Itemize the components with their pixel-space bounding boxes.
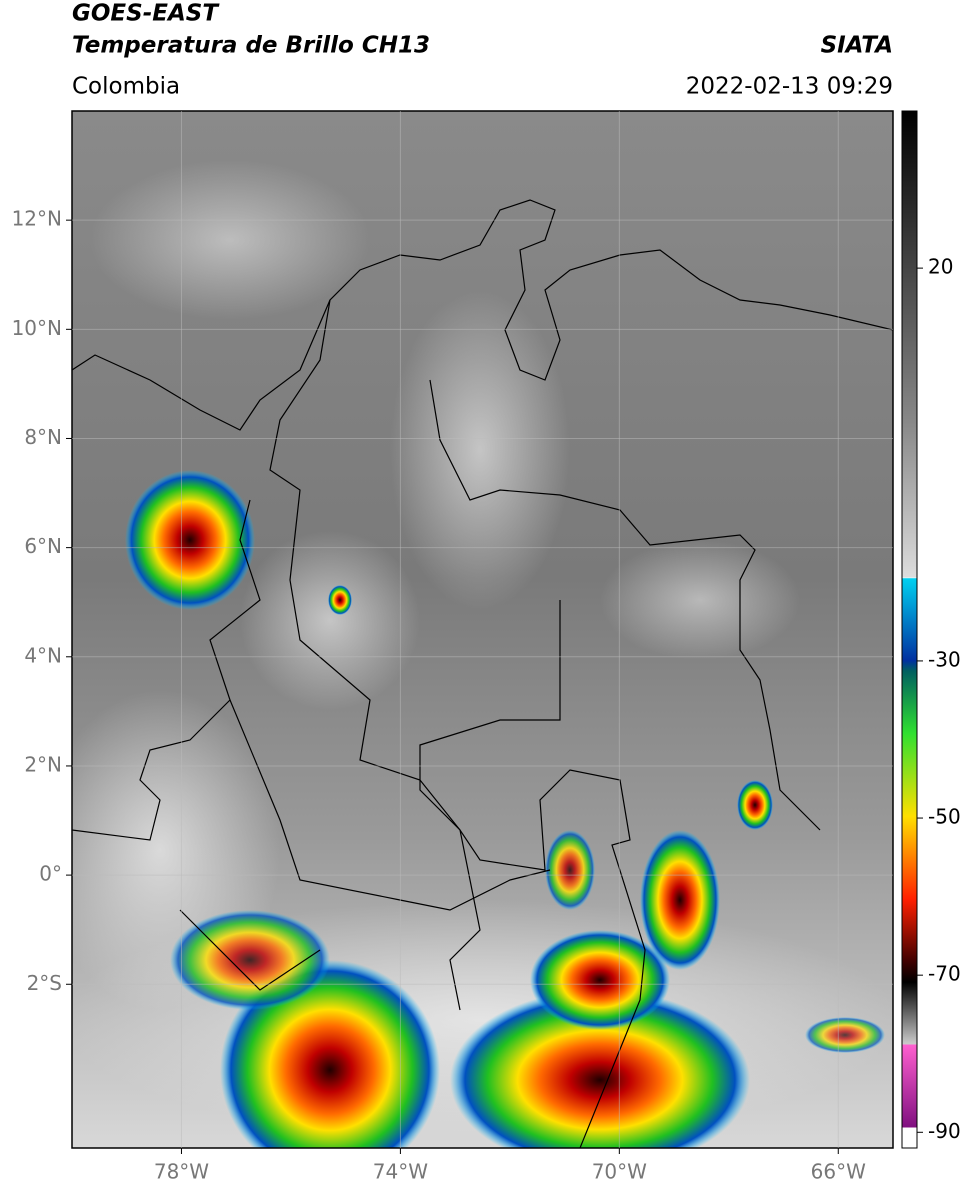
subtitle: Temperatura de Brillo CH13 [72, 33, 430, 59]
title: GOES-EAST [72, 1, 220, 27]
y-tick-label: 2°N [24, 752, 62, 776]
timestamp: 2022-02-13 09:29 [686, 74, 893, 100]
source: SIATA [821, 33, 893, 59]
colorbar-tick-label: -30 [928, 647, 961, 671]
x-tick-label: 70°W [592, 1160, 647, 1184]
y-tick-label: 0° [39, 862, 62, 886]
y-tick-label: 2°S [27, 971, 62, 995]
y-tick-label: 6°N [24, 534, 62, 558]
x-tick-label: 78°W [154, 1160, 209, 1184]
y-tick-label: 4°N [24, 643, 62, 667]
colorbar-tick-label: -90 [928, 1119, 961, 1143]
x-tick-label: 74°W [373, 1160, 428, 1184]
map-frame [71, 110, 894, 1149]
colorbar [901, 110, 918, 1149]
region: Colombia [72, 74, 180, 100]
y-tick-label: 10°N [12, 316, 62, 340]
colorbar-tick-label: -70 [928, 962, 961, 986]
colorbar-tick-label: -50 [928, 805, 961, 829]
colorbar-tick-label: 20 [928, 255, 953, 279]
y-tick-label: 12°N [12, 207, 62, 231]
y-tick-label: 8°N [24, 425, 62, 449]
x-tick-label: 66°W [811, 1160, 866, 1184]
satellite-image [72, 111, 893, 1148]
